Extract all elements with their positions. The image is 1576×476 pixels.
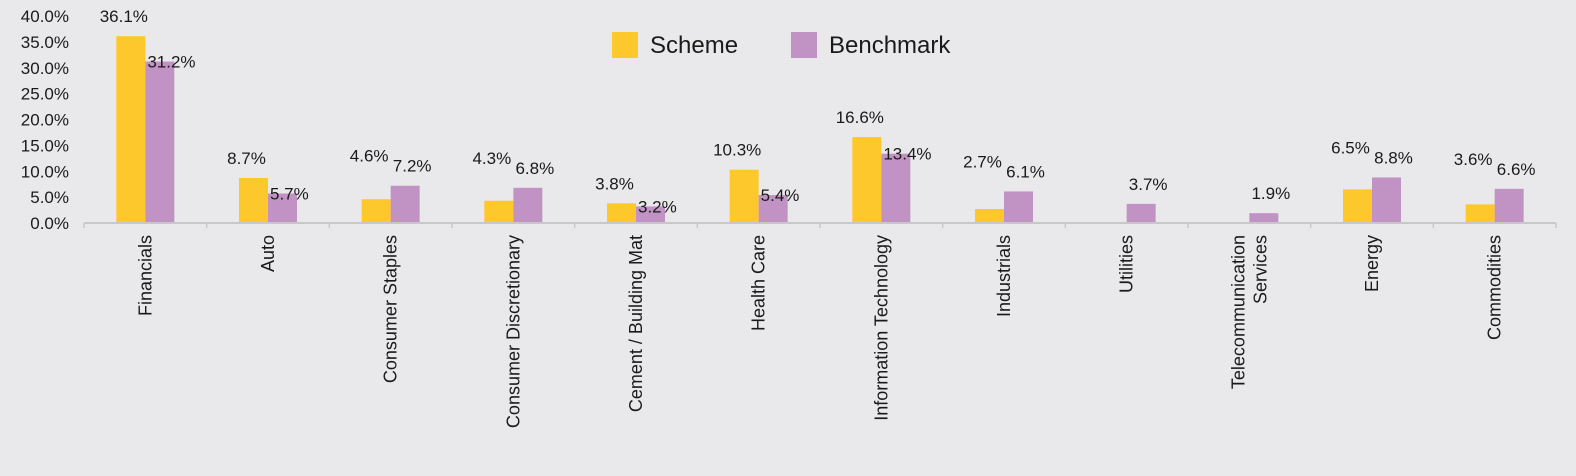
bar-benchmark	[145, 61, 175, 223]
data-label-benchmark: 5.4%	[761, 186, 800, 205]
bar-scheme	[361, 199, 391, 223]
category-label: Information Technology	[871, 235, 891, 421]
data-labels: 36.1%31.2%8.7%5.7%4.6%7.2% 4.3%6.8%3.8%3.…	[100, 7, 1536, 216]
bars	[116, 36, 1524, 224]
y-tick-label: 40.0%	[21, 7, 69, 26]
bar-benchmark	[1372, 177, 1401, 223]
data-label-benchmark: 6.6%	[1497, 160, 1536, 179]
category-label: Energy	[1362, 235, 1382, 292]
data-label-benchmark: 3.7%	[1129, 175, 1168, 194]
data-label-benchmark: 13.4%	[883, 145, 931, 164]
bar-scheme	[1343, 189, 1372, 223]
bar-scheme	[484, 200, 514, 223]
category-label: Utilities	[1117, 235, 1137, 293]
legend-label-benchmark: Benchmark	[829, 32, 951, 59]
x-axis: Financials Auto Consumer Staples Consumer D…	[83, 222, 1557, 428]
data-label-scheme: 2.7%	[963, 152, 1002, 171]
data-label-benchmark: 6.8%	[515, 159, 554, 178]
y-tick-label: 5.0%	[30, 188, 69, 207]
data-label-benchmark: 6.1%	[1006, 162, 1045, 181]
y-tick-label: 35.0%	[21, 33, 69, 52]
y-tick-label: 15.0%	[21, 136, 69, 155]
bar-benchmark	[513, 187, 543, 223]
data-label-scheme: 3.6%	[1454, 150, 1493, 169]
category-label: Services	[1250, 235, 1270, 304]
y-tick-label: 0.0%	[30, 214, 69, 233]
y-tick-label: 10.0%	[21, 162, 69, 181]
category-label: Consumer Discretionary	[503, 235, 523, 428]
bar-benchmark	[268, 193, 297, 223]
legend-swatch-benchmark	[791, 32, 817, 58]
bar-benchmark	[1126, 203, 1156, 223]
data-label-benchmark: 31.2%	[147, 53, 195, 72]
data-label-scheme: 36.1%	[100, 7, 148, 26]
bar-scheme	[239, 177, 268, 223]
category-label: Telecommunication	[1228, 235, 1248, 389]
bar-benchmark	[1249, 213, 1279, 223]
data-label-scheme: 16.6%	[836, 108, 884, 127]
data-label-scheme: 4.6%	[350, 147, 389, 166]
y-tick-label: 25.0%	[21, 85, 69, 104]
legend-label-scheme: Scheme	[650, 32, 738, 59]
category-label: Health Care	[749, 235, 769, 331]
data-label-scheme: 8.7%	[227, 149, 266, 168]
bar-scheme	[975, 209, 1004, 223]
category-label: Auto	[258, 235, 278, 272]
bar-scheme	[852, 137, 882, 223]
category-label: Consumer Staples	[381, 235, 401, 383]
data-label-scheme: 4.3%	[472, 149, 511, 168]
bar-benchmark	[881, 153, 911, 223]
legend-swatch-scheme	[612, 32, 638, 58]
legend: Scheme Benchmark	[612, 32, 951, 59]
bar-benchmark	[390, 185, 420, 223]
y-tick-label: 20.0%	[21, 111, 69, 130]
data-label-benchmark: 8.8%	[1374, 148, 1413, 167]
data-label-benchmark: 5.7%	[270, 185, 309, 204]
data-label-benchmark: 7.2%	[393, 157, 432, 176]
category-label: Financials	[135, 235, 155, 316]
data-label-scheme: 6.5%	[1331, 138, 1370, 157]
bar-benchmark	[1494, 188, 1524, 223]
bar-scheme	[116, 36, 146, 224]
bar-scheme	[1465, 204, 1495, 223]
y-axis: 0.0% 5.0% 10.0% 15.0% 20.0% 25.0% 30.0% 35.0% 40…	[21, 7, 69, 233]
data-label-scheme: 10.3%	[713, 141, 761, 160]
bar-benchmark	[636, 206, 665, 223]
data-label-scheme: 3.8%	[595, 174, 634, 193]
bar-scheme	[729, 169, 759, 223]
category-label: Industrials	[994, 235, 1014, 317]
category-label: Cement / Building Mat	[626, 235, 646, 412]
bar-scheme	[607, 203, 636, 223]
data-label-benchmark: 1.9%	[1251, 184, 1290, 203]
bar-benchmark	[758, 195, 788, 223]
data-label-benchmark: 3.2%	[638, 197, 677, 216]
y-tick-label: 30.0%	[21, 59, 69, 78]
category-label: Commodities	[1485, 235, 1505, 340]
bar-benchmark	[1004, 191, 1033, 223]
